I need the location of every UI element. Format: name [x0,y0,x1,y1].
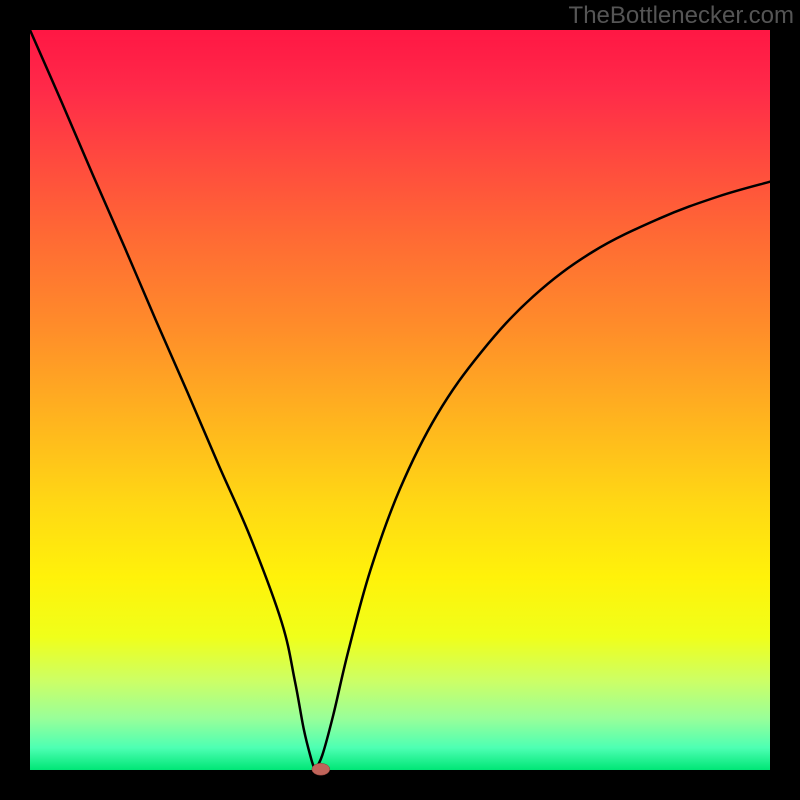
bottleneck-curve-chart [0,0,800,800]
optimal-point-marker [312,763,330,775]
watermark-text: TheBottlenecker.com [569,2,794,30]
chart-container: TheBottlenecker.com [0,0,800,800]
